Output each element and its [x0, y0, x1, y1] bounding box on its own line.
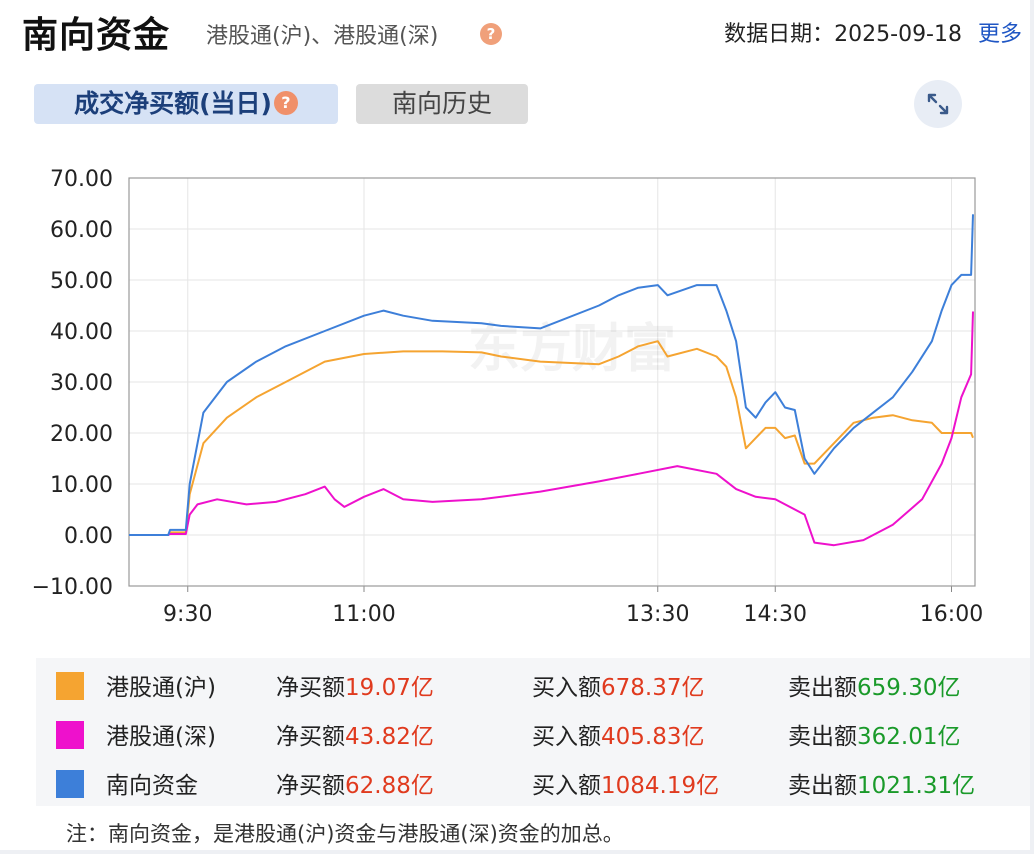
net-buy: 净买额19.07亿 — [276, 675, 434, 701]
expand-icon — [927, 93, 949, 115]
legend-row-sz: 港股通(深) 净买额43.82亿 买入额405.83亿 卖出额362.01亿 — [36, 709, 1030, 757]
net-buy: 净买额43.82亿 — [276, 724, 434, 750]
plot-border — [128, 177, 976, 587]
y-tick-label: 20.00 — [50, 422, 113, 447]
help-icon[interactable]: ? — [273, 91, 298, 115]
legend-table: 港股通(沪) 净买额19.07亿 买入额678.37亿 卖出额659.30亿 港… — [36, 658, 1030, 806]
x-tick-label: 9:30 — [163, 602, 212, 627]
tab-southbound-history[interactable]: 南向历史 — [356, 84, 528, 124]
y-tick-label: 60.00 — [50, 218, 113, 243]
legend-name: 港股通(沪) — [106, 675, 216, 701]
buy-amount: 买入额678.37亿 — [532, 675, 705, 701]
legend-row-total: 南向资金 净买额62.88亿 买入额1084.19亿 卖出额1021.31亿 — [36, 758, 1030, 806]
subtitle-text: 港股通(沪)、港股通(深) — [206, 24, 439, 49]
y-tick-label: 10.00 — [50, 473, 113, 498]
legend-swatch — [56, 721, 84, 749]
y-tick-label: 70.00 — [50, 167, 113, 192]
sell-amount: 卖出额1021.31亿 — [788, 773, 976, 799]
line-chart: 70.00 60.00 50.00 40.00 30.00 20.00 10.00 0.00 −… — [32, 167, 984, 627]
series-line-2 — [129, 214, 974, 536]
tab-label: 成交净买额(当日) — [74, 89, 272, 118]
legend-swatch — [56, 770, 84, 798]
x-tick-label: 14:30 — [744, 602, 807, 627]
legend-row-sh: 港股通(沪) 净买额19.07亿 买入额678.37亿 卖出额659.30亿 — [36, 660, 1030, 708]
legend-swatch — [56, 672, 84, 700]
legend-name: 南向资金 — [106, 773, 198, 799]
y-tick-label: 40.00 — [50, 320, 113, 345]
x-tick-label: 13:30 — [626, 602, 689, 627]
y-tick-label: 0.00 — [64, 524, 113, 549]
footnote: 注：南向资金，是港股通(沪)资金与港股通(深)资金的加总。 — [66, 822, 624, 846]
help-icon[interactable]: ? — [480, 23, 502, 45]
header: 南向资金 港股通(沪)、港股通(深) ? 数据日期：2025-09-18 更多 — [22, 6, 1022, 56]
series-line-1 — [129, 311, 974, 547]
x-tick-label: 16:00 — [920, 602, 983, 627]
expand-button[interactable] — [914, 80, 962, 128]
tab-label: 南向历史 — [391, 89, 492, 118]
series-line-0 — [129, 340, 974, 536]
y-tick-label: 30.00 — [50, 371, 113, 396]
more-link[interactable]: 更多 — [977, 22, 1022, 47]
x-tick-label: 11:00 — [332, 602, 395, 627]
subtitle: 港股通(沪)、港股通(深) ? — [206, 18, 502, 50]
tab-net-buy-today[interactable]: 成交净买额(当日)? — [34, 84, 338, 124]
sell-amount: 卖出额659.30亿 — [788, 675, 961, 701]
legend-name: 港股通(深) — [106, 724, 216, 750]
buy-amount: 买入额405.83亿 — [532, 724, 705, 750]
watermark: 东方财富 — [468, 320, 676, 380]
net-buy: 净买额62.88亿 — [276, 773, 434, 799]
page-title: 南向资金 — [22, 15, 171, 56]
y-tick-label: 50.00 — [50, 269, 113, 294]
data-date: 数据日期：2025-09-18 — [724, 22, 962, 47]
sell-amount: 卖出额362.01亿 — [788, 724, 961, 750]
buy-amount: 买入额1084.19亿 — [532, 773, 720, 799]
y-tick-label: −10.00 — [32, 575, 113, 600]
